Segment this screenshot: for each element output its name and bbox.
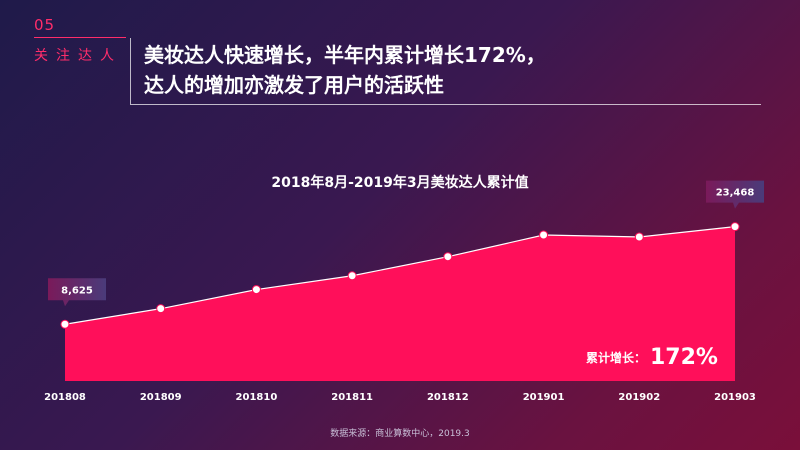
area-fill (65, 226, 735, 381)
x-tick-label: 201811 (331, 392, 373, 403)
value-callout: 8,625 (48, 278, 106, 307)
data-point (60, 319, 70, 329)
x-tick-label: 201902 (618, 392, 660, 403)
series-line (64, 226, 736, 325)
x-tick-label: 201812 (427, 392, 469, 403)
chart-title: 2018年8月-2019年3月美妆达人累计值 (271, 175, 529, 191)
value-callout: 23,468 (706, 180, 764, 209)
section-number: 05 (34, 16, 56, 34)
section-divider (34, 37, 126, 38)
data-point (730, 222, 740, 232)
page-title: 美妆达人快速增长，半年内累计增长172%， 达人的增加亦激发了用户的活跃性 (144, 40, 546, 100)
section-label: 关注达人 (34, 48, 122, 64)
callout-label: 8,625 (61, 285, 93, 296)
x-tick-label: 201903 (714, 392, 756, 403)
callout-box (48, 278, 106, 307)
growth-value: 172% (650, 345, 718, 370)
x-tick-label: 201809 (140, 392, 182, 403)
data-point (251, 285, 261, 295)
x-tick-label: 201810 (236, 392, 278, 403)
title-frame (130, 38, 761, 105)
title-line-1: 美妆达人快速增长，半年内累计增长172%， (144, 43, 546, 67)
callout-label: 23,468 (716, 188, 755, 199)
x-tick-label: 201901 (523, 392, 565, 403)
data-point (443, 252, 453, 262)
title-line-2: 达人的增加亦激发了用户的活跃性 (144, 73, 444, 97)
data-point (347, 271, 357, 281)
growth-label: 累计增长： (586, 350, 646, 365)
x-tick-label: 201808 (44, 392, 86, 403)
callout-box (706, 180, 764, 209)
data-point (156, 304, 166, 314)
data-point (634, 232, 644, 242)
data-source: 数据来源：商业算数中心，2019.3 (330, 429, 470, 439)
data-point (539, 230, 549, 240)
